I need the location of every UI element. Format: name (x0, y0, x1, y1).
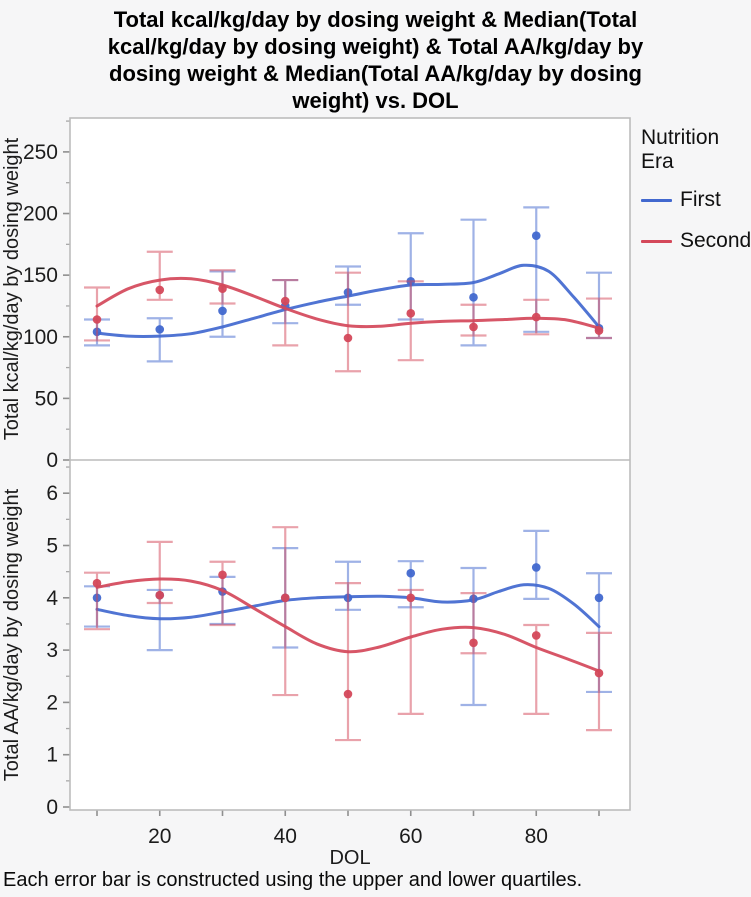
panel-bottom (84, 526, 612, 742)
y-tick-label: 250 (23, 141, 58, 164)
data-point-second[interactable] (594, 668, 604, 678)
data-point-first[interactable] (155, 325, 165, 334)
y-tick-label: 0 (46, 796, 58, 819)
data-point-second[interactable] (92, 315, 102, 324)
data-point-second[interactable] (343, 333, 353, 343)
y-tick-label: 150 (23, 264, 58, 287)
legend-swatch-second (641, 239, 672, 243)
legend-label-first: First (680, 188, 721, 211)
data-point-second[interactable] (406, 593, 416, 603)
y-tick-label: 4 (46, 587, 58, 610)
error-bar-second (272, 526, 299, 697)
data-point-second[interactable] (469, 322, 478, 332)
series-second (84, 250, 612, 373)
y-tick-label: 0 (46, 449, 58, 472)
y-axis-label-bottom: Total AA/kg/day by dosing weight (1, 488, 23, 781)
legend-title: Nutrition Era (641, 126, 720, 173)
data-point-first[interactable] (469, 293, 478, 302)
y-tick-label: 200 (23, 203, 58, 226)
y-tick-label: 50 (35, 387, 58, 410)
data-point-second[interactable] (343, 689, 353, 699)
data-point-first[interactable] (594, 593, 604, 603)
x-tick-label: 40 (274, 825, 297, 848)
error-bar-second (397, 588, 424, 716)
plot-frame (69, 117, 631, 811)
error-bar-second (523, 623, 550, 716)
median-spline-second (95, 276, 601, 330)
chart-title-line: kcal/kg/day by dosing weight) & Total AA… (107, 34, 644, 59)
data-point-second[interactable] (218, 284, 227, 293)
error-bar-second (84, 286, 110, 342)
error-bar-second (586, 631, 612, 732)
data-point-first[interactable] (531, 563, 541, 572)
data-point-second[interactable] (155, 285, 165, 295)
data-point-second[interactable] (469, 638, 478, 648)
x-axis: 20 40 60 80 DOL (96, 810, 600, 869)
x-tick-label: 60 (399, 825, 422, 848)
error-bar-second (397, 280, 424, 362)
data-point-second[interactable] (218, 570, 227, 580)
chart-title: Total kcal/kg/day by dosing weight & Med… (0, 6, 751, 114)
legend: Nutrition Era First Second (641, 126, 751, 270)
x-tick-label: 20 (148, 825, 171, 848)
median-spline-first (95, 263, 601, 339)
x-tick-label: 80 (525, 825, 548, 848)
data-point-second[interactable] (531, 631, 541, 640)
data-point-second[interactable] (280, 296, 290, 306)
data-point-second[interactable] (594, 326, 604, 335)
chart-title-line: Total kcal/kg/day by dosing weight & Med… (113, 7, 638, 32)
y-axis-bottom: 0 1 2 3 4 5 6 Total AA/kg/day by dosing weight (1, 466, 70, 819)
chart-title-line: dosing weight & Median(Total AA/kg/day b… (109, 61, 642, 86)
legend-item-second[interactable]: Second (641, 229, 751, 253)
error-bar-footnote: Each error bar is constructed using the … (3, 869, 583, 891)
chart-title-line: weight) vs. DOL (292, 88, 459, 113)
data-point-first[interactable] (218, 306, 227, 316)
data-point-second[interactable] (92, 578, 102, 588)
plot-background (70, 118, 630, 810)
y-tick-label: 100 (23, 326, 58, 349)
y-tick-label: 5 (46, 535, 58, 558)
y-tick-label: 6 (46, 482, 58, 505)
legend-label-second: Second (680, 229, 751, 252)
median-spline-first (95, 583, 601, 629)
data-point-second[interactable] (531, 312, 541, 322)
x-axis-label: DOL (329, 847, 370, 869)
legend-swatch-first (641, 198, 672, 202)
panel-top (84, 206, 612, 373)
y-tick-label: 3 (46, 639, 58, 662)
data-point-second[interactable] (280, 593, 290, 603)
y-tick-label: 2 (46, 691, 58, 714)
y-axis-label-top: Total kcal/kg/day by dosing weight (1, 137, 23, 440)
data-point-first[interactable] (531, 231, 541, 241)
data-point-second[interactable] (155, 590, 165, 600)
error-bar-second (272, 278, 299, 347)
legend-item-first[interactable]: First (641, 188, 749, 212)
error-bar-second (335, 271, 361, 373)
y-tick-label: 1 (46, 744, 58, 767)
series-second (84, 526, 612, 742)
data-point-second[interactable] (406, 309, 416, 318)
data-point-first[interactable] (406, 568, 416, 578)
median-spline-second (95, 577, 601, 673)
error-bar-second (335, 582, 361, 742)
